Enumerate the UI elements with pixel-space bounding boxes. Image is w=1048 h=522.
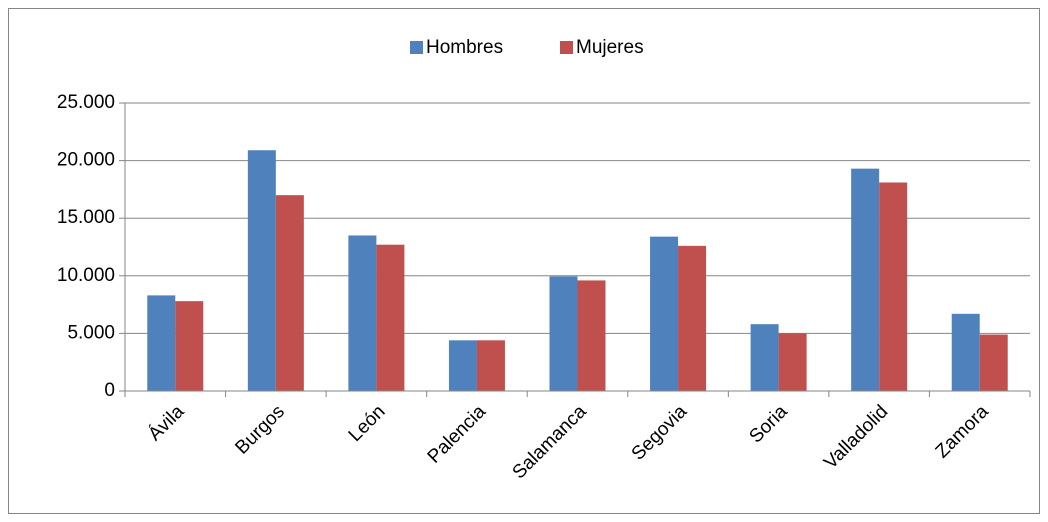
bar [147, 295, 176, 391]
bar [979, 334, 1008, 391]
bar [448, 340, 477, 391]
legend-swatch [410, 41, 423, 54]
y-tick-label: 0 [104, 380, 115, 401]
bar [851, 168, 880, 391]
bar [650, 236, 679, 391]
bar [549, 276, 578, 391]
bar [750, 324, 779, 391]
bar [275, 195, 304, 391]
y-tick-label: 20.000 [57, 150, 115, 171]
bar [348, 235, 377, 391]
y-tick-label: 15.000 [57, 207, 115, 228]
bar [778, 333, 807, 391]
legend-label: Hombres [426, 37, 503, 58]
bar [476, 340, 505, 391]
y-tick-label: 5.000 [67, 322, 115, 343]
legend-swatch [560, 41, 573, 54]
bar [247, 150, 276, 391]
bar [879, 182, 908, 391]
bar [376, 244, 405, 391]
bar [951, 313, 980, 391]
y-tick-label: 10.000 [57, 265, 115, 286]
legend-label: Mujeres [576, 37, 644, 58]
bar [678, 245, 707, 391]
bar [175, 301, 204, 391]
y-tick-label: 25.000 [57, 92, 115, 113]
bar [577, 280, 606, 391]
